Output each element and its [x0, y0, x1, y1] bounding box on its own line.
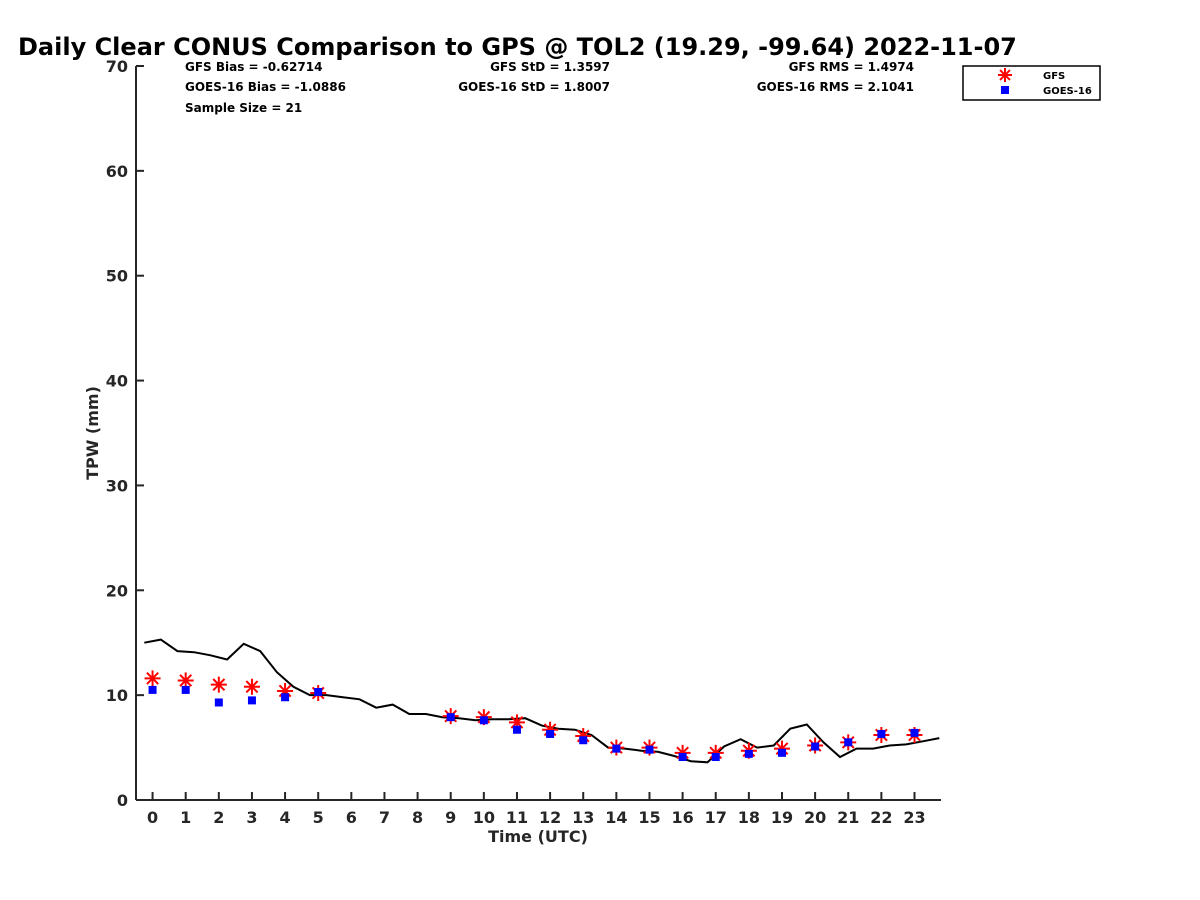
x-tick-label: 18 — [738, 808, 760, 827]
x-tick-label: 5 — [313, 808, 324, 827]
goes-point — [479, 716, 488, 725]
goes-point — [645, 745, 654, 754]
x-tick-label: 16 — [671, 808, 693, 827]
goes-point — [446, 713, 455, 722]
gfs-point — [210, 676, 227, 693]
x-tick-label: 11 — [506, 808, 528, 827]
x-tick-label: 7 — [379, 808, 390, 827]
x-tick-label: 14 — [605, 808, 627, 827]
x-tick-label: 10 — [473, 808, 495, 827]
legend: GFS GOES-16 — [962, 65, 1101, 101]
x-tick-label: 1 — [180, 808, 191, 827]
gps-line — [144, 638, 940, 764]
goes-series — [148, 685, 919, 762]
x-tick-label: 19 — [771, 808, 793, 827]
goes-point — [247, 696, 256, 705]
sample-size-text: Sample Size = 21 — [185, 101, 302, 115]
goes-point — [678, 753, 687, 762]
legend-goes-marker — [1001, 86, 1009, 94]
x-tick-label: 20 — [804, 808, 826, 827]
y-axis-label: TPW (mm) — [83, 386, 102, 480]
x-tick-label: 9 — [445, 808, 456, 827]
x-tick-label: 0 — [147, 808, 158, 827]
x-tick-label: 8 — [412, 808, 423, 827]
gfs-bias-text: GFS Bias = -0.62714 — [185, 60, 322, 74]
goes-point — [744, 749, 753, 758]
y-tick-label: 60 — [106, 162, 128, 181]
goes-point — [777, 748, 786, 757]
y-tick-label: 30 — [106, 476, 128, 495]
statistics-block: GFS Bias = -0.62714 GOES-16 Bias = -1.08… — [185, 60, 914, 115]
y-tick-label: 70 — [106, 57, 128, 76]
gps-line-series — [144, 638, 940, 764]
x-tick-label: 12 — [539, 808, 561, 827]
y-tick-label: 10 — [106, 686, 128, 705]
legend-gfs-label: GFS — [1043, 71, 1065, 82]
x-tick-label: 17 — [705, 808, 727, 827]
goes-point — [281, 693, 290, 702]
legend-gfs-marker — [998, 68, 1012, 82]
x-tick-label: 23 — [903, 808, 925, 827]
goes-std-text: GOES-16 StD = 1.8007 — [458, 80, 610, 94]
x-tick-label: 3 — [246, 808, 257, 827]
goes-point — [314, 687, 323, 696]
gfs-series — [144, 670, 923, 761]
y-tick-label: 50 — [106, 267, 128, 286]
goes-point — [512, 725, 521, 734]
goes-point — [148, 685, 157, 694]
x-axis-label: Time (UTC) — [488, 827, 588, 846]
legend-goes-label: GOES-16 — [1043, 86, 1092, 97]
y-tick-label: 20 — [106, 581, 128, 600]
gfs-std-text: GFS StD = 1.3597 — [490, 60, 610, 74]
goes-point — [214, 698, 223, 707]
goes-point — [711, 753, 720, 762]
x-tick-label: 6 — [346, 808, 357, 827]
gfs-point — [144, 670, 161, 687]
x-tick-label: 13 — [572, 808, 594, 827]
legend-box — [962, 65, 1101, 101]
x-tick-label: 15 — [638, 808, 660, 827]
y-tick-label: 0 — [117, 791, 128, 810]
goes-point — [546, 729, 555, 738]
goes-point — [579, 736, 588, 745]
y-tick-label: 40 — [106, 372, 128, 391]
x-tick-label: 4 — [280, 808, 291, 827]
goes-rms-text: GOES-16 RMS = 2.1041 — [757, 80, 914, 94]
legend-gfs-asterisk — [998, 68, 1012, 82]
goes-point — [844, 738, 853, 747]
x-tick-label: 2 — [213, 808, 224, 827]
gfs-point — [177, 672, 194, 689]
goes-point — [877, 729, 886, 738]
gfs-point — [243, 678, 260, 695]
x-tick-label: 22 — [870, 808, 892, 827]
chart-title: Daily Clear CONUS Comparison to GPS @ TO… — [18, 33, 1017, 61]
gfs-rms-text: GFS RMS = 1.4974 — [789, 60, 914, 74]
goes-bias-text: GOES-16 Bias = -1.0886 — [185, 80, 346, 94]
goes-point — [181, 685, 190, 694]
goes-point — [910, 728, 919, 737]
goes-point — [612, 744, 621, 753]
goes-point — [811, 742, 820, 751]
x-tick-label: 21 — [837, 808, 859, 827]
